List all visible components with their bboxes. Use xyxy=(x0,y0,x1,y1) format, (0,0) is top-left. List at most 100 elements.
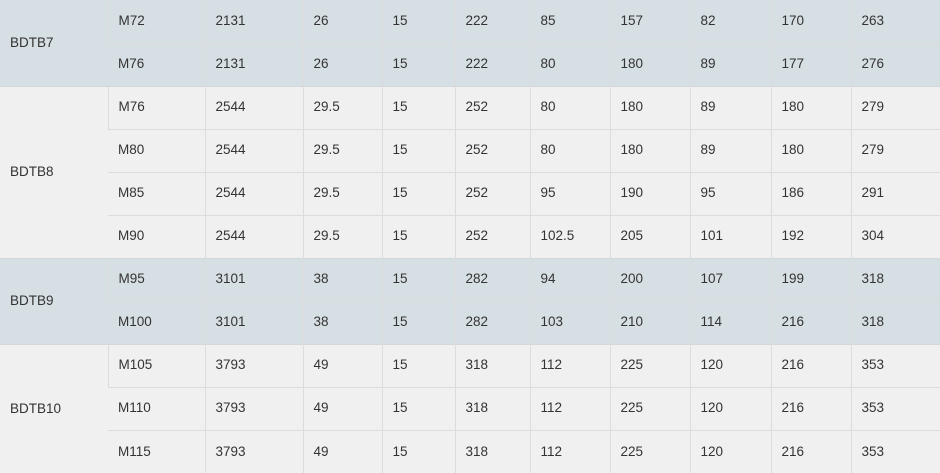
value-cell: 89 xyxy=(689,128,771,172)
value-cell: 15 xyxy=(381,171,455,215)
table-row: M100 3101 38 15 282 103 210 114 216 318 xyxy=(0,300,940,344)
value-cell: 29.5 xyxy=(302,85,382,129)
value-cell: 114 xyxy=(689,300,771,344)
value-cell: 263 xyxy=(850,0,940,43)
size-cell: M90 xyxy=(108,214,205,258)
value-cell: 112 xyxy=(529,386,610,430)
value-cell: 29.5 xyxy=(302,171,382,215)
value-cell: 80 xyxy=(529,42,610,86)
value-cell: 15 xyxy=(381,343,455,387)
value-cell: 26 xyxy=(302,42,382,86)
value-cell: 192 xyxy=(770,214,851,258)
value-cell: 276 xyxy=(850,42,940,86)
value-cell: 94 xyxy=(529,257,610,301)
value-cell: 120 xyxy=(689,343,771,387)
value-cell: 49 xyxy=(302,429,382,473)
size-cell: M76 xyxy=(108,42,205,86)
value-cell: 282 xyxy=(454,300,530,344)
value-cell: 15 xyxy=(381,128,455,172)
value-cell: 2544 xyxy=(204,171,303,215)
value-cell: 38 xyxy=(302,257,382,301)
value-cell: 252 xyxy=(454,214,530,258)
value-cell: 225 xyxy=(609,386,690,430)
table-row: BDTB8 M76 2544 29.5 15 252 80 180 89 180 279 xyxy=(0,85,940,258)
value-cell: 80 xyxy=(529,85,610,129)
group-label-cell: BDTB9 xyxy=(0,257,108,344)
value-cell: 26 xyxy=(302,0,382,43)
value-cell: 89 xyxy=(689,85,771,129)
value-cell: 353 xyxy=(850,386,940,430)
value-cell: 95 xyxy=(529,171,610,215)
value-cell: 225 xyxy=(609,429,690,473)
value-cell: 120 xyxy=(689,429,771,473)
value-cell: 29.5 xyxy=(302,128,382,172)
value-cell: 89 xyxy=(689,42,771,86)
value-cell: 216 xyxy=(770,300,851,344)
size-cell: M85 xyxy=(108,171,205,215)
size-cell: M80 xyxy=(108,128,205,172)
value-cell: 199 xyxy=(770,257,851,301)
value-cell: 180 xyxy=(609,128,690,172)
value-cell: 170 xyxy=(770,0,851,43)
size-cell: M115 xyxy=(108,429,205,473)
value-cell: 279 xyxy=(850,128,940,172)
value-cell: 102.5 xyxy=(529,214,610,258)
table-row: BDTB7 M72 2131 26 15 222 85 157 82 170 263 xyxy=(0,0,940,86)
value-cell: 15 xyxy=(381,214,455,258)
value-cell: 200 xyxy=(609,257,690,301)
value-cell: 216 xyxy=(770,343,851,387)
value-cell: 186 xyxy=(770,171,851,215)
value-cell: 15 xyxy=(381,0,455,43)
value-cell: 216 xyxy=(770,429,851,473)
value-cell: 318 xyxy=(850,257,940,301)
value-cell: 318 xyxy=(454,386,530,430)
value-cell: 2131 xyxy=(204,0,303,43)
value-cell: 3793 xyxy=(204,386,303,430)
value-cell: 180 xyxy=(609,42,690,86)
group-label-cell: BDTB7 xyxy=(0,0,108,86)
table-row: M85 2544 29.5 15 252 95 190 95 186 291 xyxy=(0,171,940,215)
group-label-cell: BDTB10 xyxy=(0,343,108,473)
value-cell: 103 xyxy=(529,300,610,344)
value-cell: 49 xyxy=(302,386,382,430)
value-cell: 225 xyxy=(609,343,690,387)
size-cell: M100 xyxy=(108,300,205,344)
value-cell: 80 xyxy=(529,128,610,172)
size-cell: M110 xyxy=(108,386,205,430)
table-row: M90 2544 29.5 15 252 102.5 205 101 192 304 xyxy=(0,214,940,258)
size-cell: M95 xyxy=(107,257,205,301)
value-cell: 2544 xyxy=(204,128,303,172)
size-cell: M76 xyxy=(107,85,205,129)
value-cell: 318 xyxy=(454,429,530,473)
value-cell: 353 xyxy=(850,343,940,387)
value-cell: 15 xyxy=(381,429,455,473)
value-cell: 180 xyxy=(770,128,851,172)
value-cell: 38 xyxy=(302,300,382,344)
value-cell: 82 xyxy=(689,0,771,43)
value-cell: 107 xyxy=(689,257,771,301)
value-cell: 3793 xyxy=(204,343,303,387)
value-cell: 85 xyxy=(529,0,610,43)
value-cell: 95 xyxy=(689,171,771,215)
value-cell: 180 xyxy=(770,85,851,129)
value-cell: 2131 xyxy=(204,42,303,86)
value-cell: 112 xyxy=(529,343,610,387)
size-cell: M105 xyxy=(107,343,205,387)
value-cell: 157 xyxy=(609,0,690,43)
value-cell: 282 xyxy=(454,257,530,301)
value-cell: 222 xyxy=(454,42,530,86)
value-cell: 216 xyxy=(770,386,851,430)
value-cell: 29.5 xyxy=(302,214,382,258)
value-cell: 252 xyxy=(454,171,530,215)
table-row: M76 2131 26 15 222 80 180 89 177 276 xyxy=(0,42,940,86)
group-bdtb10: BDTB10 M105 3793 49 15 318 112 225 120 216 353 M110… xyxy=(0,343,940,473)
value-cell: 210 xyxy=(609,300,690,344)
value-cell: 3101 xyxy=(204,257,303,301)
value-cell: 177 xyxy=(770,42,851,86)
value-cell: 15 xyxy=(381,85,455,129)
group-bdtb7: BDTB7 M72 2131 26 15 222 85 157 82 170 263 M76 2131 2… xyxy=(0,0,940,86)
table-row: BDTB10 M105 3793 49 15 318 112 225 120 216 353 xyxy=(0,343,940,473)
value-cell: 279 xyxy=(850,85,940,129)
value-cell: 180 xyxy=(609,85,690,129)
